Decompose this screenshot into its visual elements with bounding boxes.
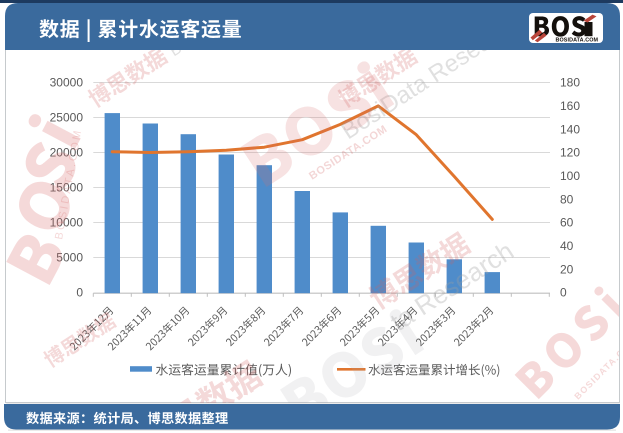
svg-text:80: 80 (560, 192, 574, 206)
svg-text:40: 40 (560, 239, 574, 253)
svg-text:120: 120 (560, 146, 580, 160)
svg-text:0: 0 (560, 286, 567, 300)
svg-text:140: 140 (560, 122, 580, 136)
svg-text:25000: 25000 (50, 111, 84, 125)
svg-text:180: 180 (560, 76, 580, 90)
svg-text:20000: 20000 (50, 146, 84, 160)
svg-text:BOSIDATA.COM: BOSIDATA.COM (556, 38, 599, 44)
svg-text:0: 0 (76, 286, 83, 300)
svg-text:20: 20 (560, 262, 574, 276)
svg-text:5000: 5000 (56, 251, 83, 265)
svg-text:10000: 10000 (50, 216, 84, 230)
svg-text:15000: 15000 (50, 181, 84, 195)
svg-text:160: 160 (560, 99, 580, 113)
svg-text:60: 60 (560, 216, 574, 230)
svg-text:30000: 30000 (50, 76, 84, 90)
svg-text:100: 100 (560, 169, 580, 183)
